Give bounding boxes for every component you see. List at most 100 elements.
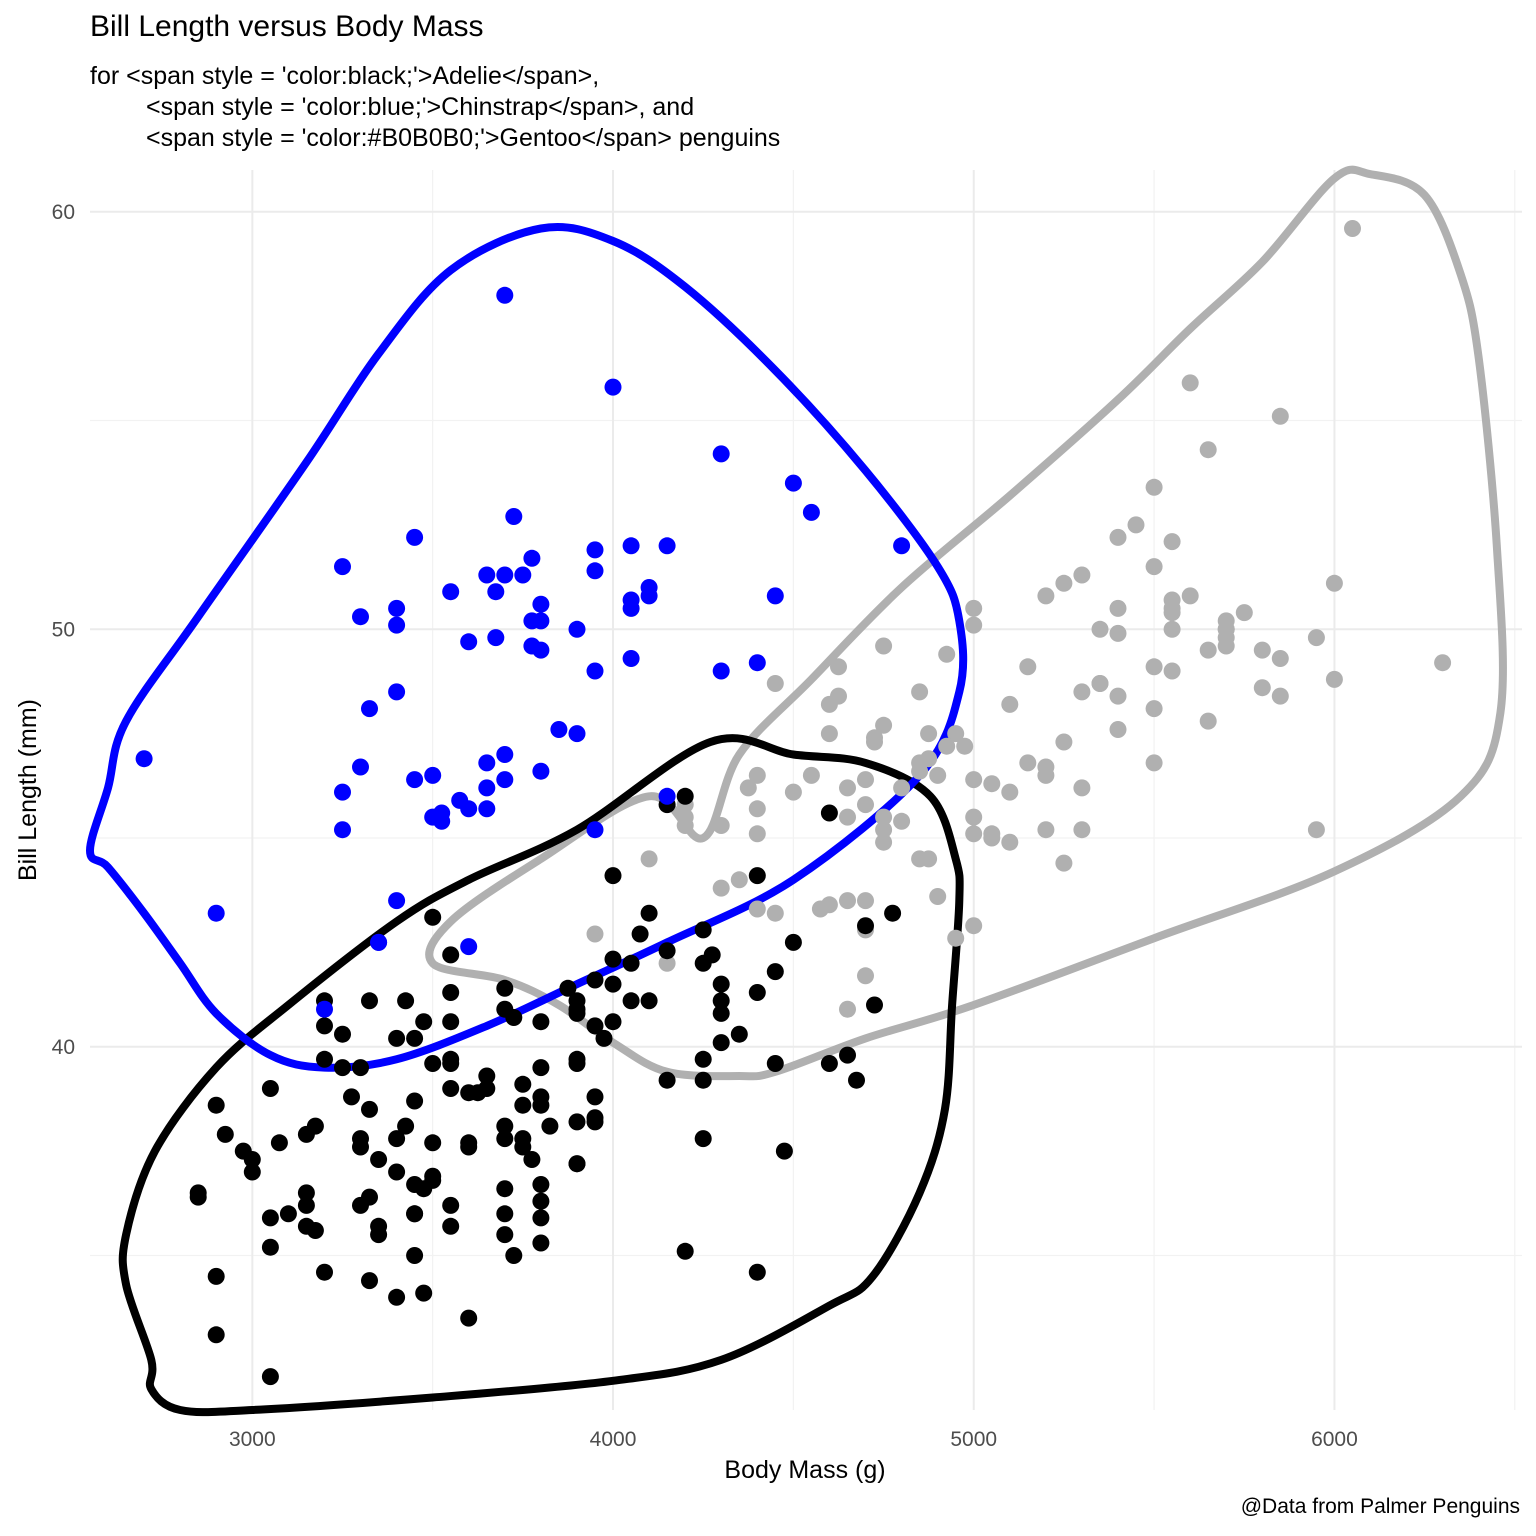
x-axis-ticks: 3000 4000 5000 6000 bbox=[229, 1428, 1358, 1451]
data-point bbox=[316, 1017, 333, 1035]
data-point bbox=[658, 787, 676, 805]
data-point bbox=[496, 746, 514, 763]
data-point bbox=[559, 979, 577, 997]
data-point bbox=[388, 892, 406, 910]
data-point bbox=[857, 917, 874, 935]
data-point bbox=[1199, 441, 1217, 459]
data-point bbox=[784, 783, 802, 801]
data-point bbox=[920, 850, 938, 868]
data-point bbox=[1325, 574, 1343, 592]
data-point bbox=[811, 900, 829, 918]
data-point bbox=[207, 1096, 225, 1114]
x-axis-title: Body Mass (g) bbox=[724, 1456, 885, 1484]
data-point bbox=[568, 1055, 586, 1072]
data-point bbox=[460, 1309, 478, 1327]
data-point bbox=[406, 1029, 424, 1047]
data-point bbox=[442, 1013, 460, 1031]
data-point bbox=[442, 583, 460, 601]
data-point bbox=[415, 1284, 433, 1302]
y-axis-title: Bill Length (mm) bbox=[14, 699, 42, 881]
data-point bbox=[1073, 683, 1091, 701]
data-point bbox=[712, 1034, 730, 1052]
data-point bbox=[1344, 220, 1361, 237]
data-point bbox=[1037, 766, 1055, 784]
data-point bbox=[631, 925, 649, 943]
data-point bbox=[424, 908, 442, 926]
data-point bbox=[748, 1263, 766, 1281]
data-point bbox=[748, 766, 766, 784]
data-point bbox=[370, 933, 388, 951]
data-point bbox=[595, 1029, 613, 1047]
data-point bbox=[532, 1209, 550, 1227]
data-point bbox=[478, 1067, 496, 1085]
data-point bbox=[820, 1055, 838, 1072]
data-point bbox=[658, 1071, 676, 1089]
data-point bbox=[424, 766, 442, 784]
data-point bbox=[460, 1084, 478, 1102]
data-point bbox=[532, 1234, 550, 1252]
data-point bbox=[1001, 695, 1019, 713]
data-point bbox=[622, 992, 640, 1010]
data-point bbox=[622, 954, 640, 972]
data-point bbox=[532, 762, 550, 780]
data-point bbox=[802, 766, 820, 784]
data-point bbox=[415, 1013, 433, 1031]
data-point bbox=[1325, 670, 1343, 688]
data-point bbox=[604, 867, 622, 885]
data-point bbox=[352, 1196, 369, 1214]
data-point bbox=[911, 683, 929, 701]
data-point bbox=[568, 1155, 586, 1173]
data-point bbox=[1055, 733, 1073, 751]
data-point bbox=[1199, 712, 1217, 730]
data-point bbox=[712, 1004, 730, 1022]
data-point bbox=[857, 771, 874, 789]
data-point bbox=[361, 1272, 378, 1290]
species-hull-outline bbox=[425, 165, 1507, 1081]
data-point bbox=[1434, 654, 1452, 672]
y-tick-label: 40 bbox=[52, 1036, 75, 1059]
data-point bbox=[965, 917, 983, 935]
data-point bbox=[658, 537, 676, 555]
data-point bbox=[1073, 566, 1091, 584]
data-point bbox=[676, 1242, 694, 1260]
data-point bbox=[920, 725, 938, 743]
species-hull-outline bbox=[118, 734, 964, 1417]
data-point bbox=[523, 637, 541, 655]
x-tick-label: 5000 bbox=[950, 1428, 997, 1451]
data-point bbox=[640, 992, 658, 1010]
data-point bbox=[442, 984, 460, 1001]
data-point bbox=[730, 1025, 748, 1043]
data-point bbox=[550, 721, 568, 738]
data-point bbox=[261, 1080, 279, 1097]
data-point bbox=[1055, 854, 1073, 872]
data-point bbox=[839, 892, 856, 910]
data-point bbox=[929, 888, 947, 905]
data-point bbox=[775, 1142, 793, 1160]
data-point bbox=[875, 821, 893, 839]
data-point bbox=[415, 1180, 433, 1198]
data-point bbox=[207, 904, 225, 922]
data-point bbox=[893, 537, 911, 555]
data-point bbox=[514, 566, 532, 584]
data-point bbox=[1073, 821, 1091, 839]
chart-subtitle-line-2: <span style = 'color:blue;'>Chinstrap</s… bbox=[146, 93, 695, 121]
data-point bbox=[586, 662, 604, 680]
data-point bbox=[586, 925, 604, 943]
data-point bbox=[361, 992, 378, 1010]
data-point bbox=[424, 1134, 442, 1152]
data-point bbox=[712, 817, 730, 834]
chart-caption: @Data from Palmer Penguins bbox=[1240, 1495, 1520, 1518]
data-point bbox=[1109, 599, 1127, 617]
data-point bbox=[1109, 624, 1127, 642]
data-point bbox=[334, 821, 351, 839]
data-point bbox=[352, 1059, 369, 1077]
data-point bbox=[965, 616, 983, 634]
data-point bbox=[712, 445, 730, 463]
data-point bbox=[1271, 650, 1289, 667]
data-point bbox=[207, 1326, 225, 1344]
data-point bbox=[1001, 783, 1019, 801]
data-point bbox=[541, 1117, 559, 1135]
data-point bbox=[442, 946, 460, 964]
data-point bbox=[388, 599, 406, 617]
data-point bbox=[1037, 821, 1055, 839]
